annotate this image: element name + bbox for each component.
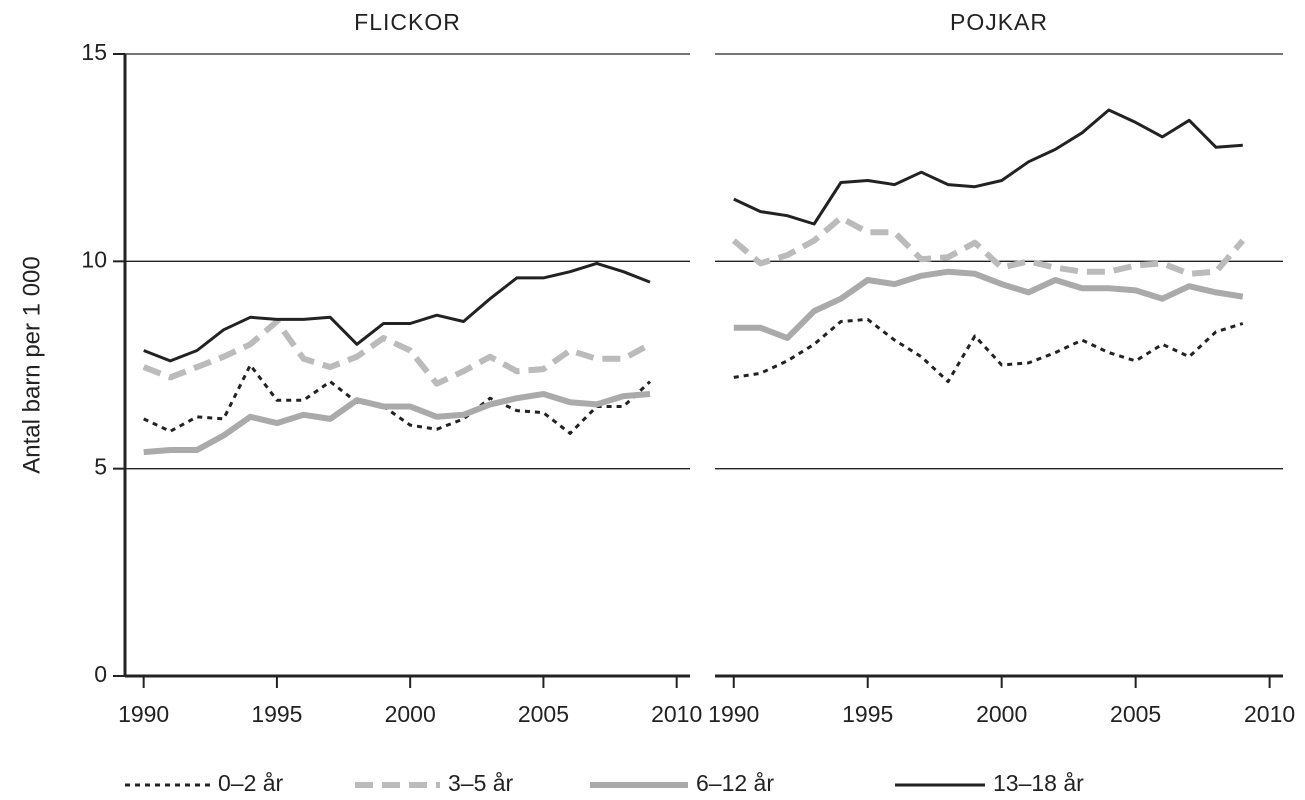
y-axis-label: Antal barn per 1 000 [18, 256, 45, 474]
x-tick-label: 1995 [251, 701, 302, 727]
series-line [142, 318, 652, 387]
legend-label: 6–12 år [696, 770, 774, 796]
x-tick-label: 2010 [1244, 701, 1295, 727]
series-line [731, 214, 1246, 277]
y-tick-label: 0 [94, 661, 107, 687]
x-tick-label: 2000 [385, 701, 436, 727]
x-tick-label: 2005 [1110, 701, 1161, 727]
y-tick-label: 10 [81, 246, 107, 272]
x-tick-label: 2010 [651, 701, 702, 727]
legend-label: 3–5 år [448, 770, 514, 796]
series-line [733, 268, 1244, 341]
x-tick-label: 2000 [976, 701, 1027, 727]
series-line [143, 391, 651, 456]
legend-label: 13–18 år [993, 770, 1084, 796]
series-line [143, 363, 652, 435]
y-tick-label: 15 [81, 39, 107, 65]
series-line [733, 317, 1244, 384]
panel-title: POJKAR [950, 9, 1048, 35]
legend-label: 0–2 år [218, 770, 284, 796]
x-tick-label: 1990 [118, 701, 169, 727]
x-tick-label: 2005 [518, 701, 569, 727]
series-line [733, 108, 1243, 226]
y-tick-label: 5 [94, 454, 107, 480]
series-line [143, 261, 651, 363]
panel-title: FLICKOR [354, 9, 461, 35]
x-tick-label: 1995 [842, 701, 893, 727]
x-tick-label: 1990 [708, 701, 759, 727]
